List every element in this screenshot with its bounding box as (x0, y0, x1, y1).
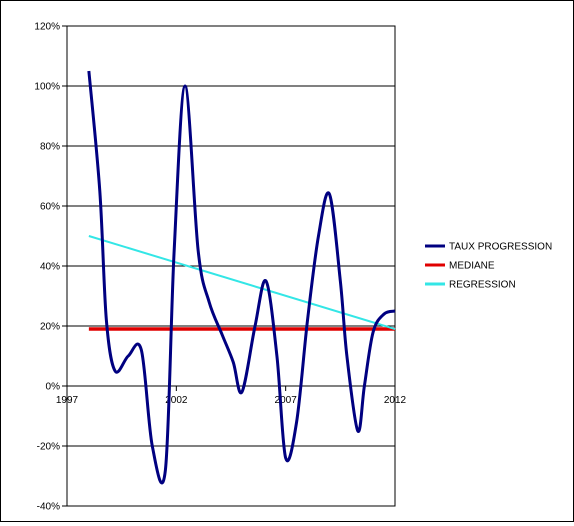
y-tick-label: 100% (34, 82, 60, 93)
legend: TAUX PROGRESSION MEDIANE REGRESSION (425, 242, 552, 291)
y-tick-label: -20% (37, 442, 60, 453)
y-tick-label: 80% (40, 142, 60, 153)
y-tick-label: 60% (40, 202, 60, 213)
x-tick-label: 2007 (275, 395, 298, 406)
x-tick-label: 2002 (165, 395, 188, 406)
y-tick-label: 120% (34, 22, 60, 33)
series-line-regression (88, 235, 396, 330)
legend-label-regression: REGRESSION (449, 280, 516, 291)
x-tick-label: 2012 (384, 395, 407, 406)
grid-layer (67, 25, 395, 507)
series-layer (87, 70, 396, 485)
legend-label-taux-progression: TAUX PROGRESSION (449, 242, 552, 253)
x-tick-label: 1997 (56, 395, 79, 406)
legend-label-mediane: MEDIANE (449, 261, 495, 272)
axis-layer: -40% -20% 0% 20% 40% 60% 80% 100% 120% 1997 2002 20… (34, 22, 406, 513)
series-line-taux-progression (87, 70, 396, 485)
y-tick-label: 20% (40, 322, 60, 333)
y-tick-label: 40% (40, 262, 60, 273)
y-tick-label: 0% (46, 382, 61, 393)
y-tick-label: -40% (37, 502, 60, 513)
